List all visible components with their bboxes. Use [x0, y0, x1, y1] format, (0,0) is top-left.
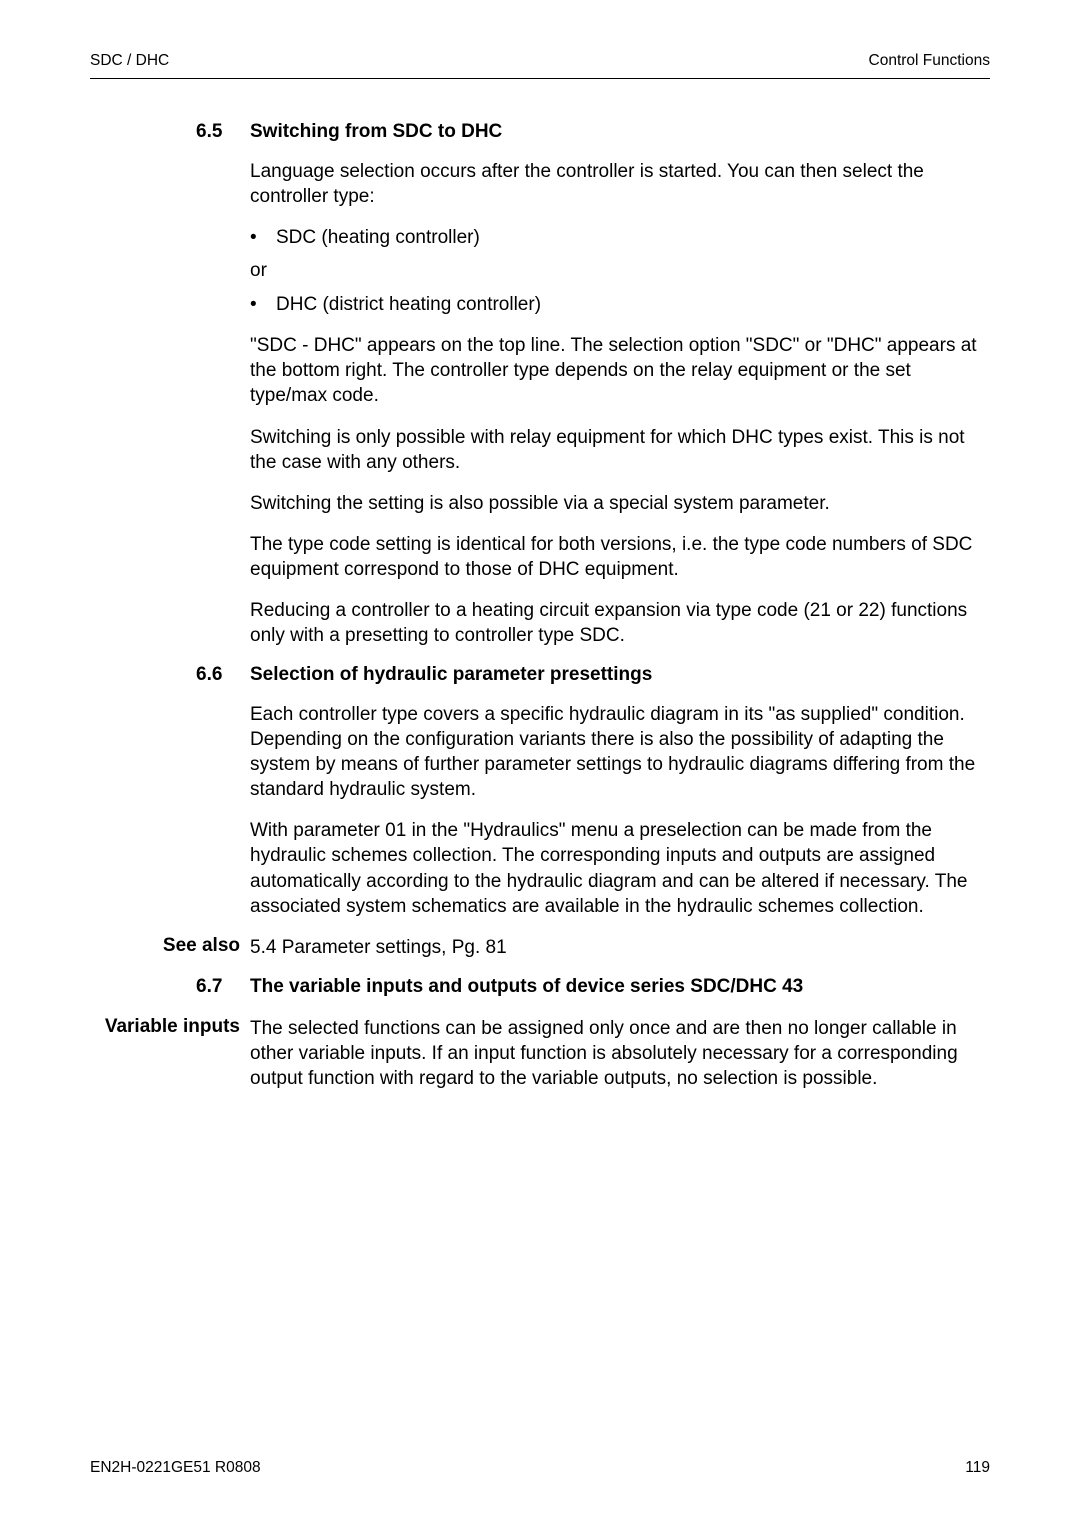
paragraph: Reducing a controller to a heating circu… — [250, 598, 990, 648]
variable-inputs-label: Variable inputs — [90, 1016, 240, 1038]
content-column: 6.5 Switching from SDC to DHC Language s… — [90, 121, 990, 1091]
section-number: 6.5 — [196, 121, 250, 143]
bullet-text: SDC (heating controller) — [276, 225, 480, 250]
see-also-text: 5.4 Parameter settings, Pg. 81 — [250, 937, 507, 958]
page-footer: EN2H-0221GE51 R0808 119 — [90, 1459, 990, 1477]
bullet-icon: • — [250, 225, 276, 250]
header-right: Control Functions — [869, 52, 990, 70]
page: SDC / DHC Control Functions 6.5 Switchin… — [0, 0, 1080, 1527]
section-heading: 6.5 Switching from SDC to DHC — [250, 121, 990, 143]
paragraph: With parameter 01 in the "Hydraulics" me… — [250, 818, 990, 918]
section-heading: 6.7 The variable inputs and outputs of d… — [250, 976, 990, 998]
paragraph: Switching the setting is also possible v… — [250, 491, 990, 516]
section-number: 6.6 — [196, 664, 250, 686]
bullet-icon: • — [250, 292, 276, 317]
variable-inputs-row: Variable inputs The selected functions c… — [250, 1016, 990, 1091]
section-heading: 6.6 Selection of hydraulic parameter pre… — [250, 664, 990, 686]
header-left: SDC / DHC — [90, 52, 169, 70]
bullet-text: DHC (district heating controller) — [276, 292, 541, 317]
see-also-row: See also 5.4 Parameter settings, Pg. 81 — [250, 935, 990, 960]
see-also-label: See also — [90, 935, 240, 957]
variable-inputs-text: The selected functions can be assigned o… — [250, 1018, 958, 1089]
footer-page-number: 119 — [965, 1459, 990, 1477]
page-header: SDC / DHC Control Functions — [90, 52, 990, 79]
footer-left: EN2H-0221GE51 R0808 — [90, 1459, 261, 1477]
section-title: The variable inputs and outputs of devic… — [250, 976, 803, 998]
paragraph: Language selection occurs after the cont… — [250, 159, 990, 209]
section-title: Selection of hydraulic parameter presett… — [250, 664, 652, 686]
section-title: Switching from SDC to DHC — [250, 121, 502, 143]
section-body: Language selection occurs after the cont… — [250, 159, 990, 648]
paragraph: The type code setting is identical for b… — [250, 532, 990, 582]
paragraph: "SDC - DHC" appears on the top line. The… — [250, 333, 990, 408]
bullet-item: • DHC (district heating controller) — [250, 292, 990, 317]
section-body: Each controller type covers a specific h… — [250, 702, 990, 919]
bullet-item: • SDC (heating controller) — [250, 225, 990, 250]
paragraph: Switching is only possible with relay eq… — [250, 425, 990, 475]
section-number: 6.7 — [196, 976, 250, 998]
or-text: or — [250, 260, 990, 282]
paragraph: Each controller type covers a specific h… — [250, 702, 990, 802]
